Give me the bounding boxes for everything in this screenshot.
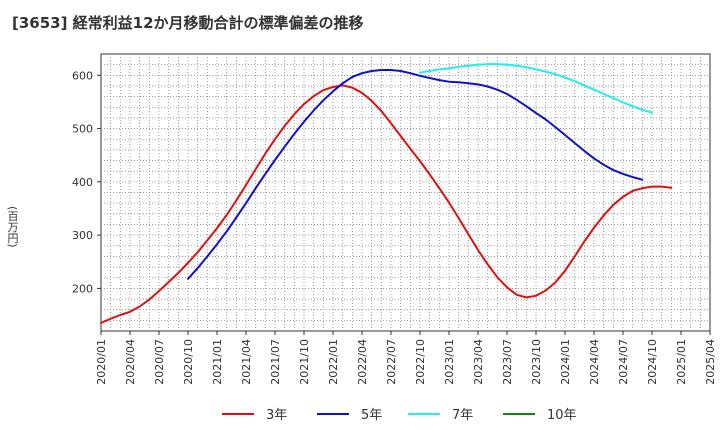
y-tick-label: 200 xyxy=(72,282,93,295)
y-tick-label: 300 xyxy=(72,229,93,242)
legend-label: 7年 xyxy=(452,408,473,423)
x-tick-label: 2020/07 xyxy=(153,339,166,385)
x-tick-label: 2024/07 xyxy=(617,339,630,385)
legend-label: 10年 xyxy=(547,408,577,423)
x-tick-label: 2020/10 xyxy=(182,339,195,385)
x-tick-label: 2021/07 xyxy=(269,339,282,385)
x-tick-label: 2020/01 xyxy=(95,339,108,385)
x-tick-label: 2024/10 xyxy=(646,339,659,385)
x-tick-label: 2022/07 xyxy=(385,339,398,385)
series-line xyxy=(419,63,653,114)
y-tick-label: 400 xyxy=(72,176,93,189)
y-tick-label: 500 xyxy=(72,123,93,136)
y-tick-label: 600 xyxy=(72,69,93,82)
series-line xyxy=(187,69,644,280)
x-tick-label: 2024/04 xyxy=(588,339,601,385)
x-tick-label: 2024/01 xyxy=(559,339,572,385)
x-tick-label: 2021/01 xyxy=(211,339,224,385)
x-tick-label: 2023/10 xyxy=(530,339,543,385)
grid-lines xyxy=(101,54,710,331)
series-lines xyxy=(100,63,673,324)
x-tick-label: 2023/07 xyxy=(501,339,514,385)
chart-title: [3653] 経常利益12か月移動合計の標準偏差の推移 xyxy=(12,14,364,32)
plot-area xyxy=(100,53,711,332)
x-tick-label: 2022/04 xyxy=(356,339,369,385)
x-tick-label: 2023/01 xyxy=(443,339,456,385)
series-line xyxy=(100,84,673,324)
x-axis-ticks: 2020/01 2020/04 2020/07 2020/10 2021/01 2021/… xyxy=(95,331,717,385)
x-tick-label: 2025/01 xyxy=(675,339,688,385)
x-tick-label: 2022/01 xyxy=(327,339,340,385)
x-tick-label: 2025/04 xyxy=(704,339,717,385)
x-tick-label: 2021/04 xyxy=(240,339,253,385)
x-tick-label: 2021/10 xyxy=(298,339,311,385)
legend-label: 3年 xyxy=(266,408,287,423)
y-axis-ticks: 200 300 400 500 600 xyxy=(72,69,101,295)
x-tick-label: 2023/04 xyxy=(472,339,485,385)
x-tick-label: 2022/10 xyxy=(414,339,427,385)
x-tick-label: 2020/04 xyxy=(124,339,137,385)
y-axis-label: (百万円) xyxy=(6,206,19,248)
legend: 3年 5年 7年 10年 xyxy=(222,408,577,423)
legend-label: 5年 xyxy=(361,408,382,423)
